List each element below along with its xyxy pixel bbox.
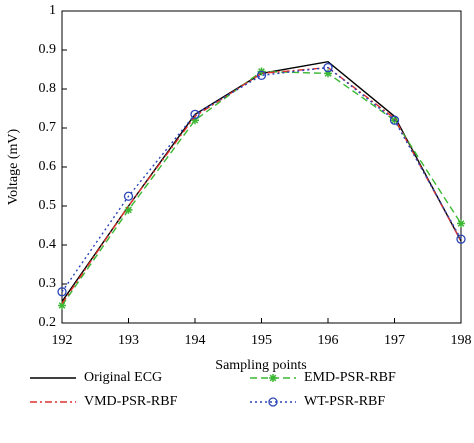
y-tick-label: 0.7 (39, 120, 57, 135)
series-line (61, 70, 462, 306)
y-axis-label: Voltage (mV) (6, 128, 21, 205)
x-tick-label: 193 (118, 333, 139, 348)
x-tick-label: 195 (251, 333, 272, 348)
point-marker (190, 109, 200, 119)
y-tick-label: 0.8 (39, 81, 57, 96)
point-marker (57, 287, 67, 297)
series-line (61, 60, 462, 302)
legend-label: VMD-PSR-RBF (84, 394, 178, 409)
x-tick-label: 194 (185, 333, 206, 348)
y-tick-label: 0.6 (39, 159, 57, 174)
x-tick-label: 198 (451, 333, 472, 348)
plot-frame (61, 10, 462, 324)
point-marker (324, 69, 332, 78)
y-tick-label: 0.4 (39, 237, 57, 252)
point-marker (123, 191, 134, 201)
y-tick-label: 1 (49, 3, 56, 18)
point-marker (124, 205, 133, 214)
legend-label: Original ECG (84, 370, 162, 385)
y-tick-label: 0.3 (39, 276, 57, 291)
x-tick-label: 197 (384, 333, 405, 348)
legend-label: WT-PSR-RBF (304, 394, 385, 409)
point-marker (457, 219, 465, 228)
point-marker (58, 301, 66, 310)
point-marker (269, 374, 277, 382)
y-tick-label: 0.5 (39, 198, 57, 213)
y-tick-label: 0.2 (39, 315, 57, 330)
x-tick-label: 192 (52, 333, 73, 348)
y-tick-label: 0.9 (39, 42, 57, 57)
x-tick-label: 196 (318, 333, 339, 348)
series-line (61, 66, 462, 293)
point-marker (323, 62, 333, 73)
point-marker (268, 397, 278, 407)
point-marker (456, 234, 466, 244)
point-marker (389, 115, 400, 125)
x-axis-label: Sampling points (215, 358, 306, 373)
point-marker (191, 116, 199, 125)
series-line (61, 66, 462, 304)
legend-label: EMD-PSR-RBF (304, 370, 396, 385)
point-marker (256, 70, 267, 80)
